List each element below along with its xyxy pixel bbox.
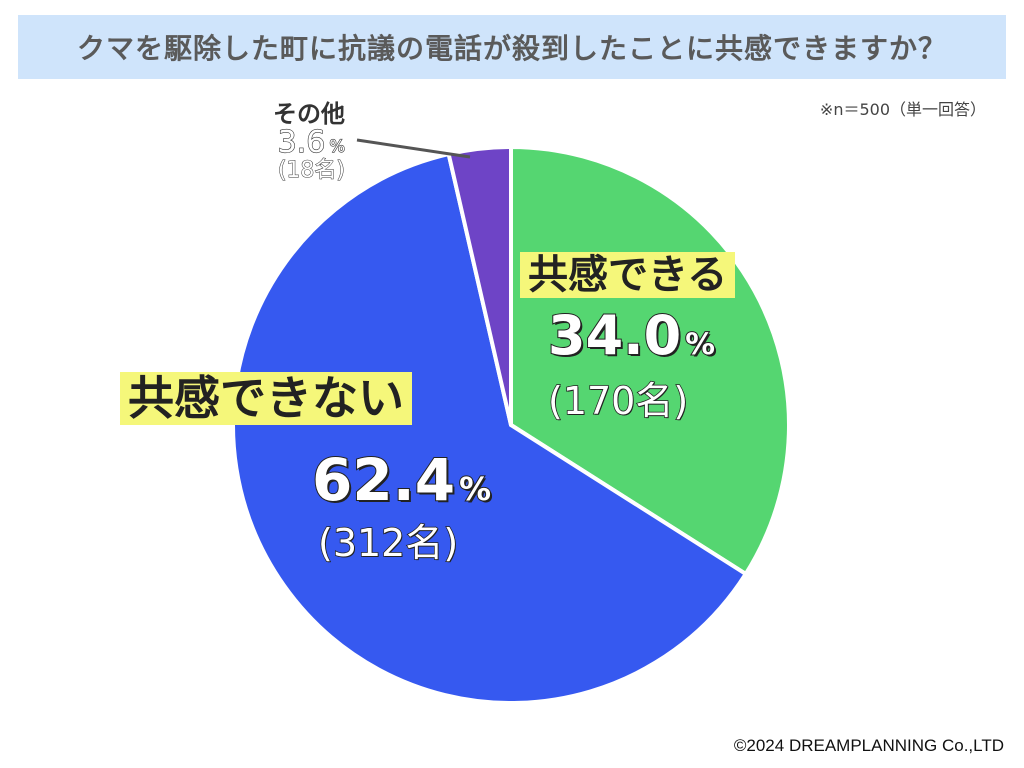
agree-percent-unit: % xyxy=(684,326,716,363)
other-percent-value: 3.6 xyxy=(277,125,326,161)
agree-percent-value: 34.0 xyxy=(547,303,682,368)
copyright: ©2024 DREAMPLANNING Co.,LTD xyxy=(733,736,1004,755)
agree-label: 共感できる xyxy=(520,252,736,298)
other-percent: 3.6% xyxy=(225,125,346,161)
disagree-percent: 62.4% xyxy=(311,445,492,515)
agree-count: (170名) xyxy=(547,378,689,424)
disagree-percent-unit: % xyxy=(458,469,492,509)
disagree-label: 共感できない xyxy=(120,372,412,425)
other-label-group: その他 3.6% (18名) xyxy=(225,100,346,183)
pie-slice-disagree xyxy=(231,152,748,705)
agree-percent: 34.0% xyxy=(547,303,716,368)
sample-size-note: ※n＝500（単一回答） xyxy=(819,100,986,119)
chart-title: クマを駆除した町に抗議の電話が殺到したことに共感できますか？ xyxy=(76,32,947,65)
other-percent-unit: % xyxy=(329,137,346,157)
other-count: (18名) xyxy=(277,157,345,183)
other-leader-line xyxy=(356,138,471,159)
disagree-percent-value: 62.4 xyxy=(311,445,456,515)
other-label: その他 xyxy=(273,100,345,128)
disagree-count: (312名) xyxy=(317,520,459,566)
title-bar: クマを駆除した町に抗議の電話が殺到したことに共感できますか？ xyxy=(18,15,1006,79)
